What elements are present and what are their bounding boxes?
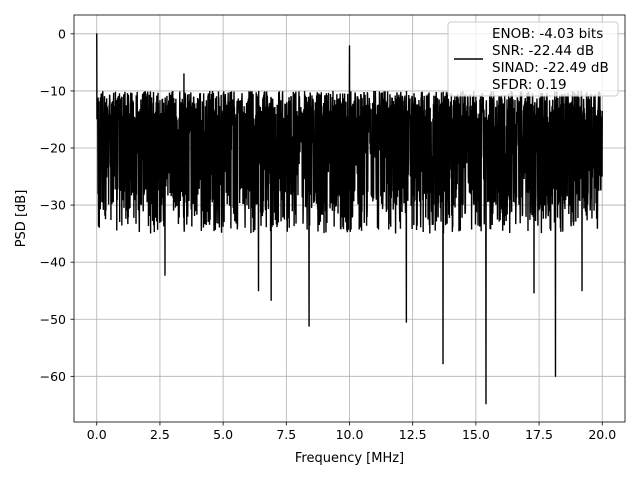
psd-notable-point <box>554 375 557 377</box>
psd-notable-point <box>581 290 583 292</box>
y-tick-label: 0 <box>58 26 66 41</box>
legend-sinad: SINAD: -22.49 dB <box>492 60 609 76</box>
axis-layer: 0.0 2.5 5.0 7.5 10.0 12.5 15.0 17.5 20.0 0 −10 −20 −… <box>40 26 617 442</box>
y-tick-label: −20 <box>40 141 66 156</box>
psd-notable-point <box>308 325 310 327</box>
psd-notable-point <box>270 299 272 302</box>
psd-notable-point <box>183 73 185 75</box>
legend-enob: ENOB: -4.03 bits <box>492 26 603 42</box>
y-tick-label: −10 <box>40 83 66 98</box>
psd-notable-point <box>164 274 166 276</box>
legend-snr: SNR: -22.44 dB <box>492 43 594 59</box>
x-tick-label: 5.0 <box>213 427 233 442</box>
y-axis-label: PSD [dB] <box>14 190 29 248</box>
plot-frame <box>73 14 626 423</box>
y-tick-label: −60 <box>40 369 66 384</box>
x-axis-label: Frequency [MHz] <box>295 451 404 466</box>
y-tick-label: −30 <box>40 198 66 213</box>
series-layer <box>96 33 603 405</box>
x-tick-label: 7.5 <box>276 427 296 442</box>
y-tick-label: −40 <box>40 255 66 270</box>
x-tick-label: 15.0 <box>462 427 490 442</box>
x-tick-label: 0.0 <box>87 427 107 442</box>
psd-notable-point <box>405 321 407 323</box>
psd-notable-point <box>97 193 99 195</box>
x-tick-label: 10.0 <box>336 427 364 442</box>
legend: ENOB: -4.03 bits SNR: -22.44 dB SINAD: -… <box>447 21 619 97</box>
x-tick-label: 17.5 <box>525 427 553 442</box>
psd-notable-point <box>348 45 351 47</box>
psd-notable-point <box>485 403 487 405</box>
psd-notable-point <box>96 33 98 35</box>
psd-notable-point <box>442 363 444 365</box>
psd-notable-point <box>533 292 535 294</box>
psd-notable-point <box>257 290 260 292</box>
x-tick-label: 12.5 <box>399 427 427 442</box>
x-tick-label: 2.5 <box>150 427 170 442</box>
x-tick-label: 20.0 <box>588 427 616 442</box>
legend-sfdr: SFDR: 0.19 <box>492 77 567 93</box>
y-tick-label: −50 <box>40 312 66 327</box>
legend-box <box>447 21 619 97</box>
